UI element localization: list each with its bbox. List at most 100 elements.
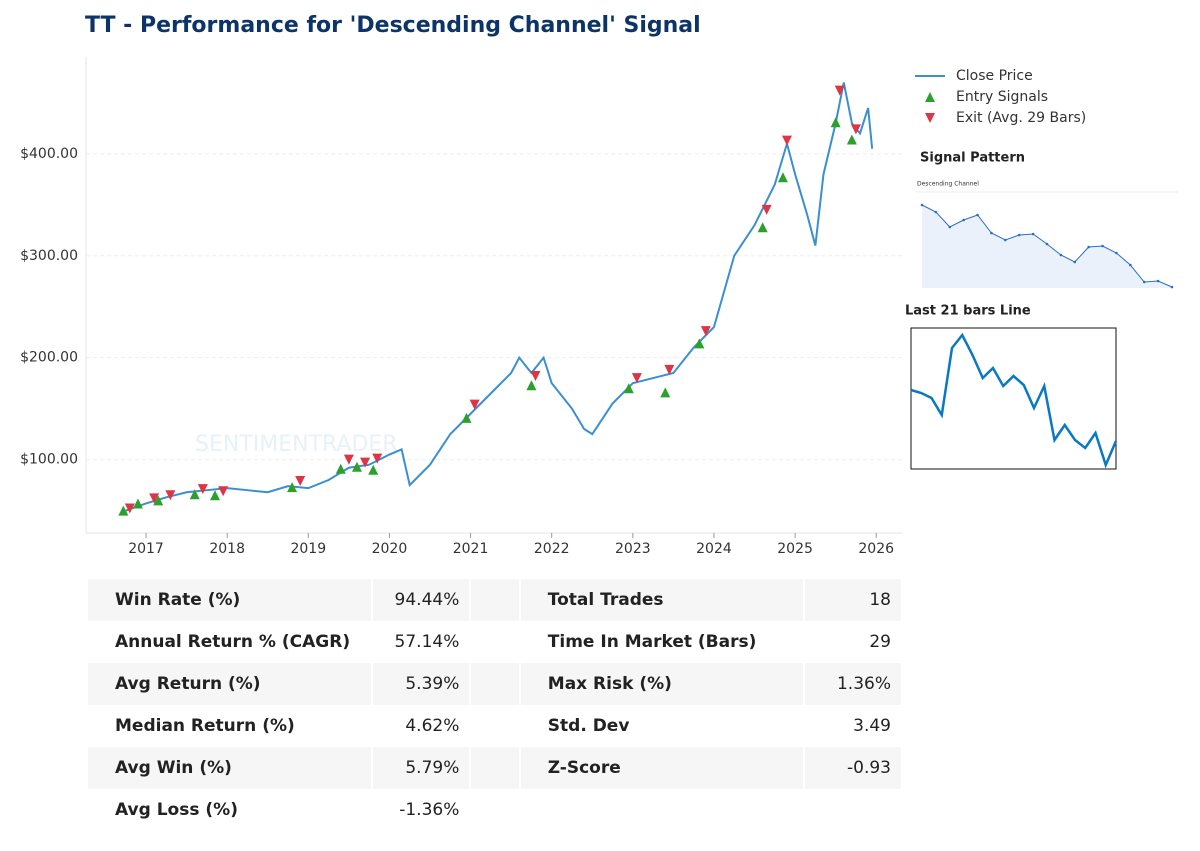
signal-marker: [197, 484, 208, 495]
signal-marker: [757, 222, 768, 233]
stat-value: -0.93: [805, 747, 901, 789]
signal-marker: [132, 498, 143, 509]
y-tick-label: $100.00: [20, 452, 78, 468]
signal-marker: [295, 476, 306, 487]
gap: [471, 705, 518, 747]
stat-value: 5.79%: [372, 747, 470, 789]
signal-marker: [623, 383, 634, 394]
legend-label: Exit (Avg. 29 Bars): [956, 110, 1086, 126]
inset-point: [934, 210, 938, 214]
chart: TT - Performance for 'Descending Channel…: [20, 13, 1178, 557]
stat-value: 29: [869, 632, 891, 652]
x-tick-label: 2018: [209, 541, 245, 557]
legend-swatch: [925, 113, 935, 123]
stat-label: Avg Loss (%): [115, 800, 238, 820]
gap: [471, 621, 518, 663]
signal-marker: [343, 454, 354, 465]
stat-label: Win Rate (%): [88, 579, 371, 621]
inset-point: [1073, 260, 1077, 264]
y-tick-label: $200.00: [20, 350, 78, 366]
inset-point: [1101, 244, 1104, 248]
table-row: Annual Return % (CAGR) 57.14% Time In Mark…: [88, 621, 901, 663]
stat-value: 18: [805, 579, 901, 621]
signal-marker: [664, 364, 675, 375]
signal-marker: [700, 326, 711, 337]
stat-value: 1.36%: [805, 663, 901, 705]
signal-marker: [335, 463, 346, 474]
signal-marker: [526, 380, 537, 391]
gap: [471, 747, 519, 789]
y-tick-label: $400.00: [20, 146, 78, 162]
inset-point: [1170, 285, 1174, 289]
inset-point: [1115, 251, 1118, 255]
signal-marker: [118, 505, 129, 516]
inset-point: [1017, 233, 1021, 237]
x-tick-label: 2026: [858, 541, 894, 557]
inset-point: [920, 203, 924, 207]
signal-marker: [530, 371, 541, 382]
stat-label: Std. Dev: [547, 716, 630, 736]
signal-marker: [830, 117, 841, 128]
frame: [910, 327, 1117, 470]
inset-point: [1059, 253, 1063, 257]
inset-point: [1004, 238, 1007, 242]
stat-value: 57.14%: [394, 632, 460, 652]
x-tick-label: 2023: [615, 541, 651, 557]
gap: [471, 663, 519, 705]
stat-value: -1.36%: [399, 800, 460, 820]
legend-label: Entry Signals: [956, 89, 1048, 105]
x-tick-label: 2017: [128, 541, 164, 557]
inset-point: [948, 225, 952, 229]
signal-marker: [777, 172, 788, 183]
area: [922, 205, 1172, 288]
stat-label: Total Trades: [520, 579, 804, 621]
signal-marker: [694, 338, 705, 349]
legend-swatch: [925, 92, 935, 102]
table-row: Median Return (%) 4.62% Std. Dev 3.49: [88, 705, 901, 747]
inset-point: [962, 218, 965, 222]
signal-marker: [368, 464, 379, 475]
inset-line: [910, 332, 1118, 469]
signal-marker: [351, 461, 362, 472]
table-row: Avg Loss (%) -1.36%: [88, 789, 901, 831]
stat-value: 94.44%: [372, 579, 470, 621]
table-row: Avg Win (%) 5.79% Z-Score -0.93: [88, 747, 901, 789]
stat-value: 4.62%: [405, 716, 460, 736]
inset-chart-title: Descending Channel: [917, 181, 979, 188]
signal-marker: [761, 204, 772, 215]
panel-title: Signal Pattern: [920, 151, 1025, 166]
stat-value: 3.49: [853, 716, 891, 736]
stat-value: 5.39%: [372, 663, 470, 705]
stats-table: Win Rate (%) 94.44% Total Trades 18 Annual R…: [86, 579, 903, 831]
stat-label: Max Risk (%): [520, 663, 804, 705]
signal-marker: [189, 489, 200, 500]
cell: [521, 789, 803, 831]
x-tick-label: 2022: [534, 541, 570, 557]
watermark: SENTIMENTRADER: [195, 432, 398, 457]
x-tick-label: 2025: [777, 541, 813, 557]
stat-label: Time In Market (Bars): [547, 632, 757, 652]
page-title: TT - Performance for 'Descending Channel…: [85, 13, 701, 38]
signal-marker: [781, 135, 792, 146]
inset-point: [976, 213, 979, 217]
inset-point: [1031, 232, 1035, 236]
legend-label: Close Price: [956, 68, 1033, 84]
price-line: [125, 82, 874, 512]
table-row: Win Rate (%) 94.44% Total Trades 18: [88, 579, 901, 621]
signal-marker: [631, 373, 642, 384]
inset-point: [1142, 280, 1146, 284]
stat-label: Annual Return % (CAGR): [115, 632, 351, 652]
signal-marker: [360, 457, 371, 468]
signal-marker: [469, 399, 480, 410]
signal-marker: [461, 412, 472, 423]
y-tick-label: $300.00: [20, 248, 78, 264]
inset-point: [1129, 263, 1132, 267]
signal-marker: [372, 453, 383, 464]
inset-point: [1045, 242, 1049, 246]
x-tick-label: 2020: [372, 541, 408, 557]
inset-point: [990, 231, 993, 235]
stat-label: Avg Return (%): [88, 663, 371, 705]
x-tick-label: 2024: [696, 541, 732, 557]
signal-marker: [850, 124, 861, 135]
